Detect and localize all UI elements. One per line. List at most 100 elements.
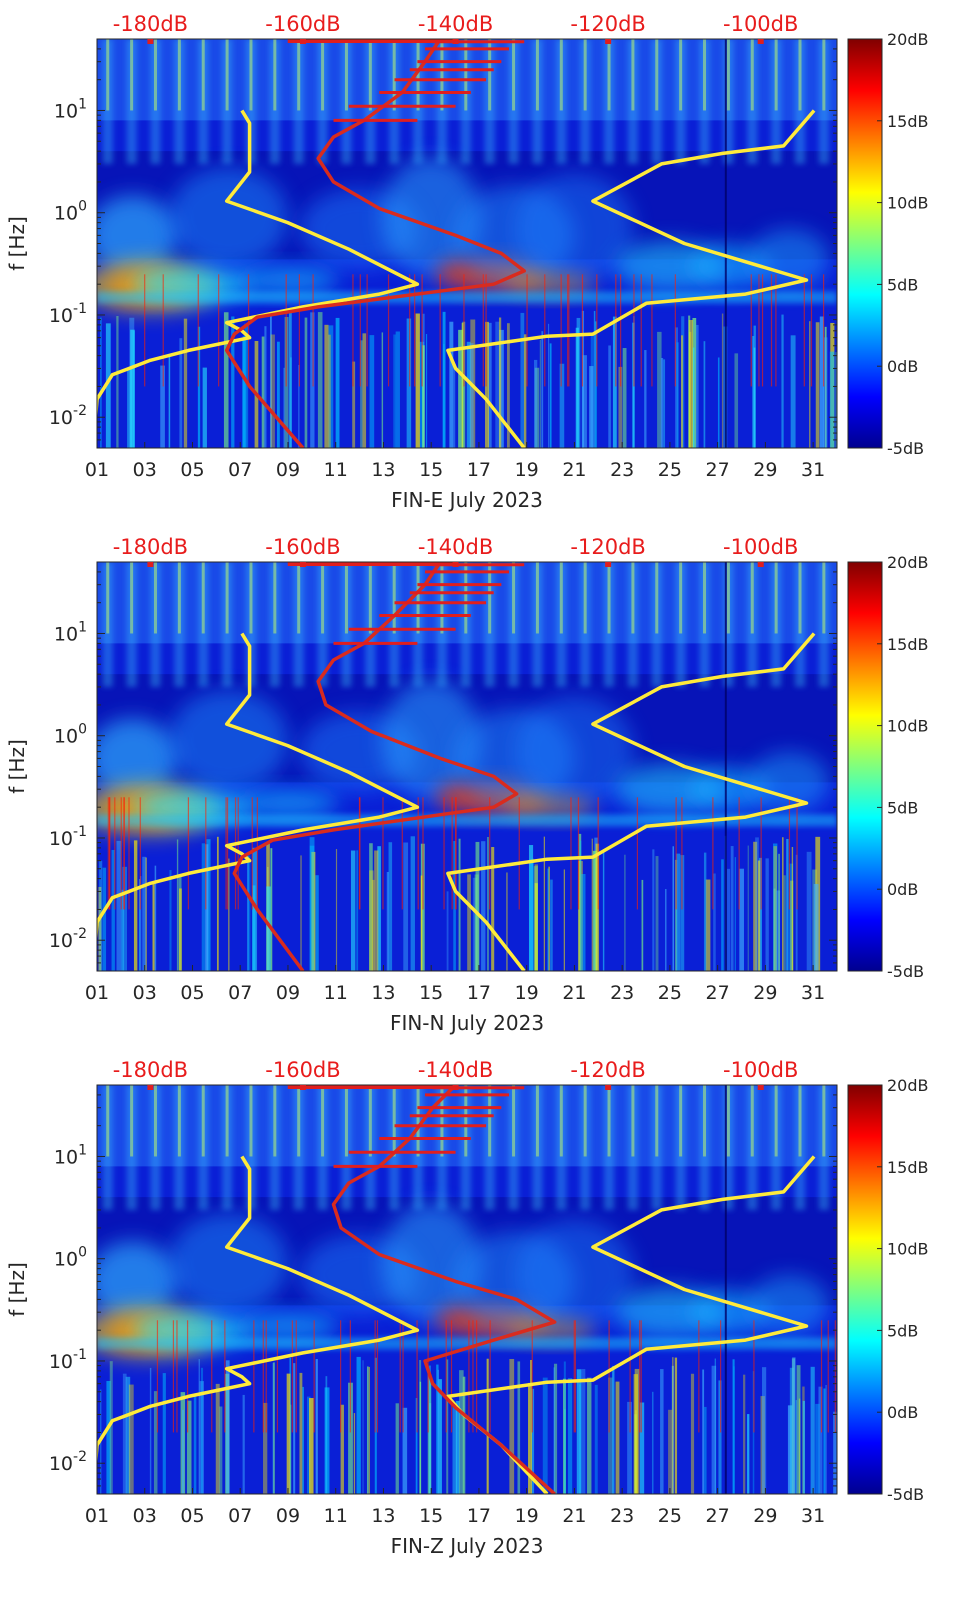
x-tick-label: 21	[562, 1505, 586, 1527]
x-tick-label: 13	[371, 1505, 395, 1527]
curve-series-2	[446, 109, 816, 448]
colorbar	[848, 1085, 882, 1494]
x-tick-label: 25	[658, 459, 682, 481]
x-tick-label: 23	[610, 982, 634, 1004]
y-tick-label: 10-1	[49, 824, 87, 850]
top-db-tick-mark	[299, 562, 306, 567]
spectrogram-image	[97, 1085, 837, 1494]
spectrogram-image	[97, 39, 837, 448]
x-tick-label: 27	[706, 982, 730, 1004]
x-tick-label: 19	[515, 982, 539, 1004]
top-db-tick-mark	[147, 562, 154, 567]
top-db-tick-label: -100dB	[723, 535, 798, 559]
top-db-tick-mark	[605, 1085, 612, 1090]
x-tick-label: 31	[801, 1505, 825, 1527]
x-tick-label: 07	[228, 982, 252, 1004]
top-db-tick-label: -140dB	[418, 1058, 493, 1082]
colorbar-tick-label: 0dB	[887, 357, 918, 376]
x-tick-label: 15	[419, 1505, 443, 1527]
colorbar-tick-label: 0dB	[887, 1403, 918, 1422]
top-db-tick-label: -160dB	[265, 12, 340, 36]
colorbar-tick-label: 15dB	[887, 635, 929, 654]
curve-series-3	[331, 1085, 557, 1494]
x-axis-label: FIN-Z July 2023	[391, 1534, 544, 1558]
top-db-tick-mark	[452, 562, 459, 567]
y-tick-label: 100	[54, 1245, 87, 1271]
curve-series-3	[232, 562, 519, 971]
x-tick-label: 21	[562, 982, 586, 1004]
y-tick-label: 100	[54, 722, 87, 748]
top-db-tick-label: -140dB	[418, 12, 493, 36]
x-tick-label: 07	[228, 459, 252, 481]
x-tick-label: 19	[515, 1505, 539, 1527]
x-tick-label: 31	[801, 982, 825, 1004]
top-db-tick-label: -180dB	[113, 535, 188, 559]
curve-series-1	[97, 1155, 420, 1468]
top-db-tick-label: -160dB	[265, 1058, 340, 1082]
top-db-tick-label: -100dB	[723, 12, 798, 36]
x-tick-label: 11	[324, 1505, 348, 1527]
colorbar-tick-label: 15dB	[887, 1158, 929, 1177]
x-tick-label: 09	[276, 459, 300, 481]
top-db-tick-mark	[605, 562, 612, 567]
x-tick-label: 27	[706, 1505, 730, 1527]
top-db-tick-mark	[757, 39, 764, 44]
x-tick-label: 03	[133, 459, 157, 481]
x-tick-label: 17	[467, 982, 491, 1004]
x-tick-label: 19	[515, 459, 539, 481]
colorbar-tick-label: 15dB	[887, 112, 929, 131]
top-db-tick-mark	[452, 39, 459, 44]
y-tick-label: 101	[54, 1142, 87, 1168]
spectrogram-image	[97, 562, 837, 971]
x-tick-label: 29	[753, 459, 777, 481]
x-tick-label: 25	[658, 1505, 682, 1527]
top-db-tick-mark	[147, 1085, 154, 1090]
colorbar-tick-label: -5dB	[887, 962, 924, 981]
x-tick-label: 31	[801, 459, 825, 481]
x-tick-label: 01	[85, 1505, 109, 1527]
y-axis-label: f [Hz]	[5, 739, 29, 794]
x-tick-label: 15	[419, 982, 443, 1004]
x-tick-label: 29	[753, 1505, 777, 1527]
colorbar	[848, 562, 882, 971]
x-tick-label: 13	[371, 982, 395, 1004]
spectrogram-panel-1: 01 03 05 07 09 11 13 15 17 19 21 23 25 27 29 31 FIN-E Ju…	[5, 12, 929, 512]
y-tick-label: 10-2	[49, 403, 87, 429]
colorbar-tick-label: -5dB	[887, 439, 924, 458]
curve-series-1	[97, 632, 420, 945]
x-tick-label: 03	[133, 982, 157, 1004]
x-tick-label: 01	[85, 459, 109, 481]
top-db-tick-mark	[757, 562, 764, 567]
top-db-tick-label: -180dB	[113, 12, 188, 36]
x-tick-label: 03	[133, 1505, 157, 1527]
top-db-tick-mark	[605, 39, 612, 44]
colorbar-tick-label: 10dB	[887, 194, 929, 213]
colorbar-tick-label: 5dB	[887, 1321, 918, 1340]
y-tick-label: 10-1	[49, 1347, 87, 1373]
top-db-tick-label: -180dB	[113, 1058, 188, 1082]
x-tick-label: 21	[562, 459, 586, 481]
x-tick-label: 05	[180, 1505, 204, 1527]
spectrogram-panel-2: 01 03 05 07 09 11 13 15 17 19 21 23 25 27 29 31 FIN-N Ju…	[5, 535, 929, 1035]
top-db-tick-label: -160dB	[265, 535, 340, 559]
x-axis-label: FIN-E July 2023	[391, 488, 543, 512]
x-tick-label: 25	[658, 982, 682, 1004]
curve-series-2	[446, 632, 816, 971]
colorbar-tick-label: 0dB	[887, 880, 918, 899]
x-tick-label: 29	[753, 982, 777, 1004]
y-tick-label: 100	[54, 199, 87, 225]
x-tick-label: 15	[419, 459, 443, 481]
top-db-tick-mark	[757, 1085, 764, 1090]
x-tick-label: 07	[228, 1505, 252, 1527]
colorbar-tick-label: 10dB	[887, 717, 929, 736]
top-db-tick-mark	[299, 1085, 306, 1090]
colorbar-tick-label: 20dB	[887, 30, 929, 49]
colorbar-tick-label: 10dB	[887, 1240, 929, 1259]
top-db-tick-mark	[452, 1085, 459, 1090]
x-tick-label: 11	[324, 459, 348, 481]
x-tick-label: 27	[706, 459, 730, 481]
top-db-tick-label: -120dB	[570, 12, 645, 36]
y-tick-label: 10-2	[49, 926, 87, 952]
x-tick-label: 05	[180, 982, 204, 1004]
